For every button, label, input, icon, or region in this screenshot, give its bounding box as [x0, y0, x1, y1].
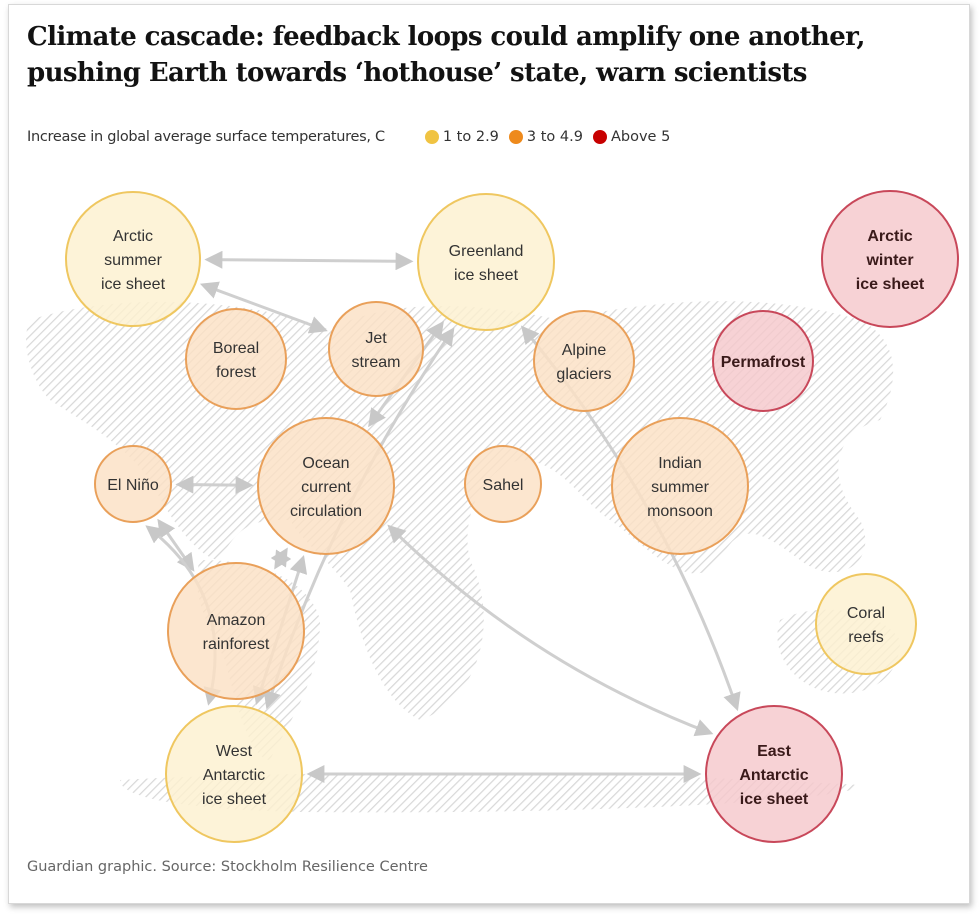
node-circle — [65, 191, 201, 327]
node-label: glaciers — [556, 366, 611, 383]
node-elnino: El Niño — [94, 445, 172, 523]
node-label: El Niño — [107, 477, 159, 494]
node-label: circulation — [290, 503, 362, 520]
node-east-antarctic: East Antarctic ice sheet — [705, 705, 843, 843]
node-circle — [94, 445, 172, 523]
node-circle — [185, 308, 287, 410]
node-sahel: Sahel — [464, 445, 542, 523]
node-arctic-winter: Arctic winter ice sheet — [821, 190, 959, 328]
legend: Increase in global average surface tempe… — [27, 129, 680, 145]
node-label: Permafrost — [721, 354, 806, 371]
node-alpine: Alpine glaciers — [533, 310, 635, 412]
node-label: Greenland — [449, 243, 524, 260]
node-label: West — [216, 743, 253, 760]
node-circle — [257, 417, 395, 555]
node-ocean: Ocean current circulation — [257, 417, 395, 555]
node-label: East — [757, 743, 791, 760]
node-label: ice sheet — [454, 267, 519, 284]
node-label: stream — [352, 354, 401, 371]
node-label: Arctic — [113, 228, 153, 245]
node-label: ice sheet — [202, 791, 267, 808]
node-label: Boreal — [213, 340, 259, 357]
node-label: Antarctic — [203, 767, 265, 784]
node-west-antarctic: West Antarctic ice sheet — [165, 705, 303, 843]
node-label: Sahel — [483, 477, 524, 494]
node-label: summer — [104, 252, 162, 269]
node-amazon: Amazon rainforest — [167, 562, 305, 700]
source-credit: Guardian graphic. Source: Stockholm Resi… — [27, 859, 428, 875]
node-arctic-summer: Arctic summer ice sheet — [65, 191, 201, 327]
legend-text: 1 to 2.9 — [442, 129, 499, 145]
node-label: Indian — [658, 455, 702, 472]
headline: Climate cascade: feedback loops could am… — [27, 22, 865, 88]
node-circle — [533, 310, 635, 412]
link-ocean-east-antarctic — [387, 524, 714, 737]
node-circle — [815, 573, 917, 675]
node-circle — [712, 310, 814, 412]
node-circle — [821, 190, 959, 328]
node-circle — [464, 445, 542, 523]
legend-label: Increase in global average surface tempe… — [27, 129, 385, 145]
node-label: monsoon — [647, 503, 713, 520]
node-circle — [165, 705, 303, 843]
node-label: reefs — [848, 629, 884, 646]
node-label: current — [301, 479, 351, 496]
node-label: Jet — [365, 330, 387, 347]
node-label: ice sheet — [740, 791, 809, 808]
node-circle — [167, 562, 305, 700]
legend-item-high: Above 5 — [592, 129, 671, 145]
red-dot-icon — [592, 130, 607, 144]
node-circle — [417, 193, 555, 331]
node-circle — [611, 417, 749, 555]
node-greenland: Greenland ice sheet — [417, 193, 555, 331]
node-monsoon: Indian summer monsoon — [611, 417, 749, 555]
node-jet: Jet stream — [328, 301, 424, 397]
link-ocean-amazon — [270, 547, 292, 570]
node-label: Alpine — [562, 342, 607, 359]
legend-item-low: 1 to 2.9 — [424, 129, 499, 145]
node-label: Antarctic — [739, 767, 808, 784]
legend-text: 3 to 4.9 — [526, 129, 583, 145]
node-label: winter — [865, 252, 913, 269]
link-arctic-summer-greenland — [204, 250, 414, 271]
link-arctic-summer-jet — [199, 281, 328, 334]
yellow-dot-icon — [424, 130, 439, 144]
node-label: summer — [651, 479, 709, 496]
node-circle — [328, 301, 424, 397]
node-label: Arctic — [867, 228, 912, 245]
link-elnino-ocean — [175, 475, 254, 495]
node-label: ice sheet — [856, 276, 925, 293]
legend-item-mid: 3 to 4.9 — [508, 129, 583, 145]
node-label: ice sheet — [101, 276, 166, 293]
orange-dot-icon — [508, 130, 523, 144]
node-boreal: Boreal forest — [185, 308, 287, 410]
legend-text: Above 5 — [610, 129, 671, 145]
node-label: Amazon — [207, 612, 266, 629]
node-coral: Coral reefs — [815, 573, 917, 675]
node-label: Ocean — [302, 455, 349, 472]
node-circle — [705, 705, 843, 843]
node-label: forest — [216, 364, 257, 381]
node-label: rainforest — [203, 636, 270, 653]
node-permafrost: Permafrost — [712, 310, 814, 412]
node-label: Coral — [847, 605, 885, 622]
